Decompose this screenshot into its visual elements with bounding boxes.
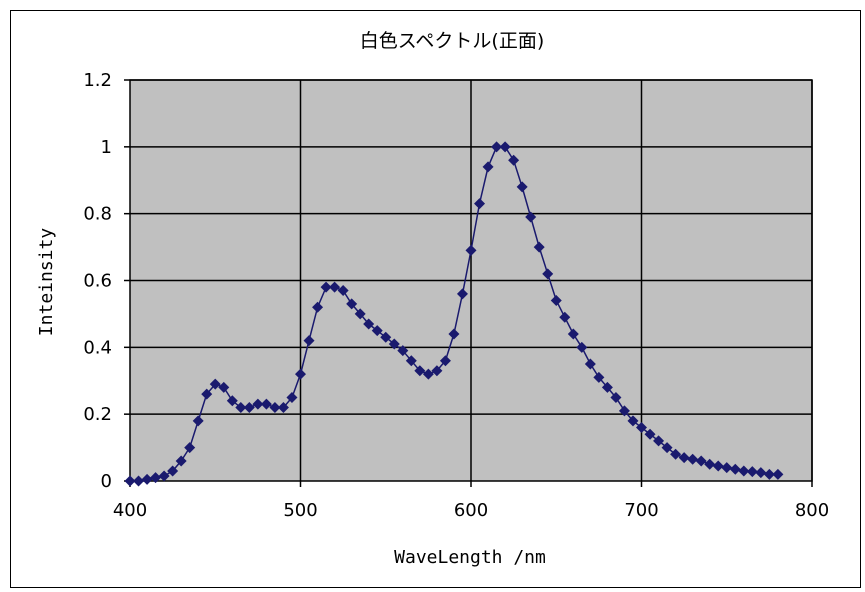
data-point xyxy=(687,453,699,465)
y-tick-label: 0.8 xyxy=(83,204,112,225)
data-point xyxy=(584,358,596,370)
x-tick-label: 400 xyxy=(113,500,147,521)
data-point xyxy=(593,371,605,383)
x-tick-label: 600 xyxy=(454,500,488,521)
data-point xyxy=(618,405,630,417)
data-point xyxy=(414,365,426,377)
data-point xyxy=(670,448,682,460)
data-point xyxy=(499,141,511,153)
data-point xyxy=(721,462,733,474)
chart-title: 白色スペクトル(正面) xyxy=(360,30,545,52)
y-axis-ticks: 0 0.2 0.4 0.6 0.8 1 1.2 xyxy=(83,70,112,492)
grid-lines xyxy=(124,79,813,487)
data-point xyxy=(516,181,528,193)
data-point xyxy=(277,401,289,413)
data-point xyxy=(474,198,486,210)
data-point xyxy=(320,281,332,293)
data-point xyxy=(738,465,750,477)
data-point xyxy=(218,381,230,393)
y-axis-label: Inteinsity xyxy=(36,228,57,337)
data-point xyxy=(380,331,392,343)
data-point xyxy=(678,452,690,464)
data-point xyxy=(363,318,375,330)
y-tick-label: 1.2 xyxy=(83,70,112,91)
data-point xyxy=(397,345,409,357)
y-tick-label: 0.6 xyxy=(83,271,112,292)
data-point xyxy=(763,468,775,480)
data-point xyxy=(226,395,238,407)
data-point xyxy=(260,398,272,410)
data-point xyxy=(491,141,503,153)
data-point xyxy=(243,401,255,413)
data-point xyxy=(295,368,306,380)
data-point xyxy=(576,341,588,353)
x-tick-label: 700 xyxy=(624,500,658,521)
data-point xyxy=(158,470,170,482)
data-point xyxy=(337,285,349,297)
data-point xyxy=(124,475,136,487)
data-point xyxy=(167,465,179,477)
data-point xyxy=(456,288,468,300)
data-point xyxy=(354,308,366,320)
data-point xyxy=(465,244,477,256)
data-point xyxy=(235,401,247,413)
data-point xyxy=(439,355,451,367)
data-point xyxy=(388,338,400,350)
data-point xyxy=(746,466,758,478)
data-point xyxy=(601,381,613,393)
data-point xyxy=(371,325,383,337)
data-point xyxy=(431,365,443,377)
y-tick-label: 0.2 xyxy=(83,404,112,425)
data-point xyxy=(636,422,647,434)
y-tick-label: 0 xyxy=(101,471,112,492)
data-point xyxy=(695,455,707,467)
data-point xyxy=(141,473,153,485)
x-tick-label: 800 xyxy=(795,500,829,521)
data-point xyxy=(704,458,716,470)
data-point xyxy=(610,391,622,403)
data-point xyxy=(542,268,554,280)
data-point xyxy=(252,398,264,410)
data-point xyxy=(508,154,520,166)
data-point xyxy=(533,241,545,253)
data-point xyxy=(312,301,324,313)
data-point xyxy=(286,391,298,403)
data-point xyxy=(192,415,204,427)
data-point xyxy=(661,442,673,454)
x-axis-label: WaveLength /nm xyxy=(394,547,546,568)
data-point xyxy=(346,298,358,310)
data-point xyxy=(422,368,434,380)
data-point xyxy=(627,415,639,427)
data-point xyxy=(201,388,213,400)
x-tick-label: 500 xyxy=(283,500,317,521)
data-point xyxy=(653,435,665,447)
data-point xyxy=(559,311,571,323)
data-point xyxy=(209,378,221,390)
data-point xyxy=(303,335,315,347)
data-point xyxy=(550,295,562,307)
y-tick-label: 0.4 xyxy=(83,337,112,358)
x-axis-ticks: 400 500 600 700 800 xyxy=(113,500,829,521)
series-markers xyxy=(124,141,784,487)
data-point xyxy=(755,467,767,479)
data-point xyxy=(644,428,656,440)
data-point xyxy=(729,463,741,475)
data-point xyxy=(269,401,281,413)
data-point xyxy=(133,475,145,487)
data-point xyxy=(405,355,417,367)
data-point xyxy=(482,161,494,173)
data-point xyxy=(448,328,460,340)
data-point xyxy=(184,442,196,454)
data-point xyxy=(567,328,579,340)
data-point xyxy=(772,468,784,480)
data-point xyxy=(712,460,724,472)
data-point xyxy=(329,281,341,293)
y-tick-label: 1 xyxy=(101,137,112,158)
data-point xyxy=(525,211,537,223)
data-point xyxy=(175,455,187,467)
data-point xyxy=(150,472,162,484)
